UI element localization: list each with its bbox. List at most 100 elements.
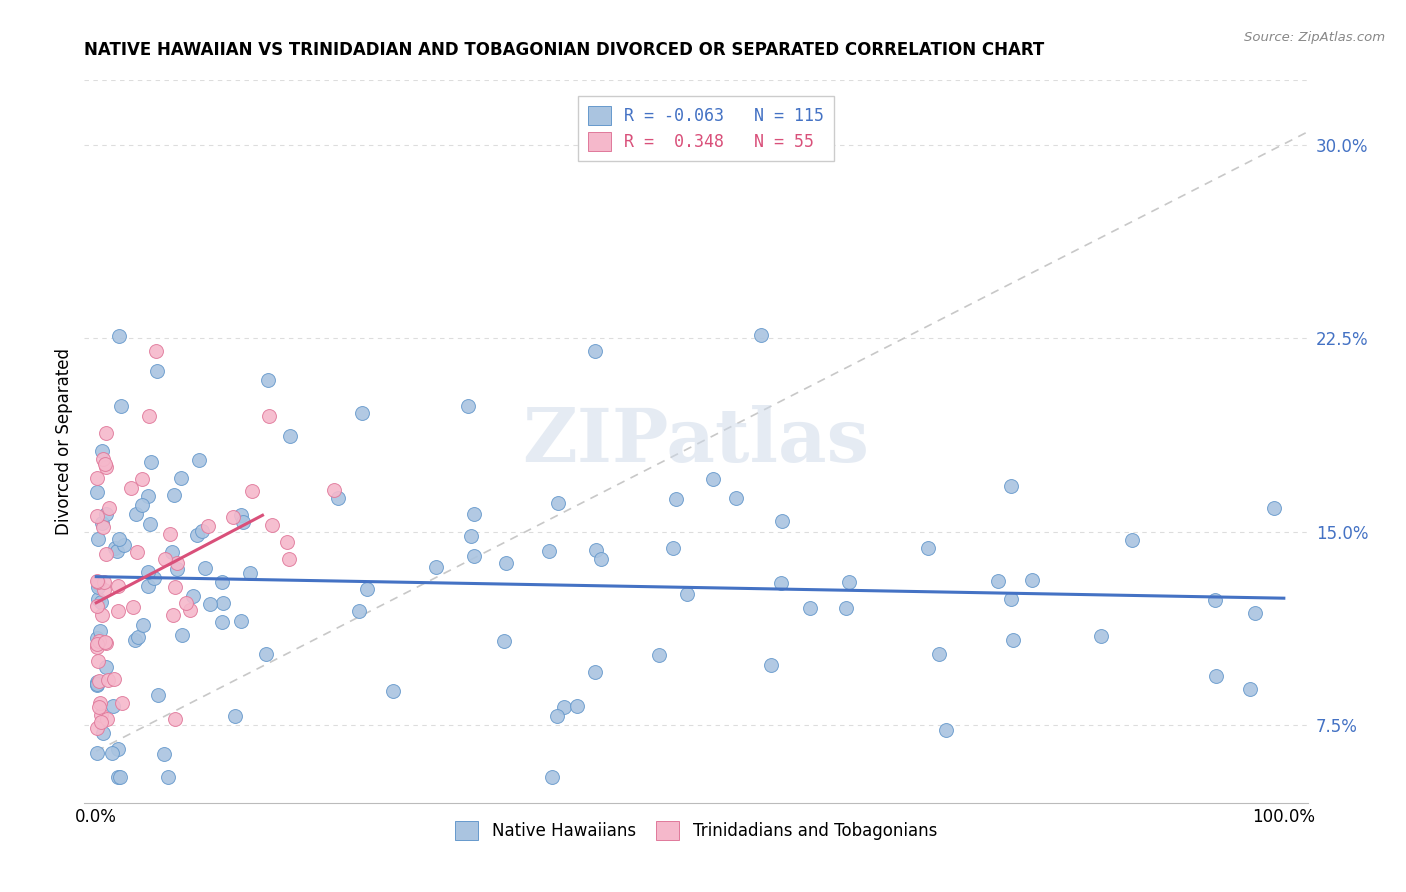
Point — [229, 508, 252, 523]
Point — [108, 329, 131, 343]
Point — [160, 545, 183, 559]
Point — [665, 492, 688, 507]
Point — [90, 595, 112, 609]
Point — [350, 406, 373, 420]
Point — [661, 541, 683, 555]
Point — [94, 426, 117, 441]
Point — [162, 608, 184, 623]
Point — [97, 673, 120, 687]
Y-axis label: Divorced or Separated: Divorced or Separated — [55, 348, 73, 535]
Point — [86, 640, 108, 654]
Point — [1244, 606, 1267, 620]
Point — [457, 399, 479, 413]
Point — [86, 721, 108, 735]
Point — [120, 481, 142, 495]
Point — [725, 491, 748, 506]
Point — [553, 700, 575, 714]
Point — [101, 746, 124, 760]
Point — [356, 582, 378, 597]
Point — [546, 708, 568, 723]
Point — [90, 708, 112, 723]
Point — [463, 507, 485, 521]
Point — [94, 636, 117, 650]
Point — [125, 545, 148, 559]
Point — [94, 660, 117, 674]
Point — [87, 654, 110, 668]
Point — [139, 516, 162, 531]
Point — [170, 471, 193, 485]
Point — [93, 583, 115, 598]
Point — [277, 552, 299, 566]
Point — [260, 517, 283, 532]
Point — [93, 451, 115, 466]
Text: Source: ZipAtlas.com: Source: ZipAtlas.com — [1244, 31, 1385, 45]
Point — [224, 709, 246, 723]
Point — [928, 647, 950, 661]
Point — [86, 509, 108, 524]
Point — [460, 529, 482, 543]
Point — [239, 566, 262, 581]
Point — [87, 581, 110, 595]
Point — [186, 528, 208, 542]
Point — [211, 615, 233, 629]
Point — [96, 712, 118, 726]
Point — [257, 409, 280, 423]
Point — [87, 634, 110, 648]
Point — [145, 364, 167, 378]
Point — [89, 624, 111, 639]
Point — [86, 632, 108, 646]
Point — [240, 483, 263, 498]
Text: NATIVE HAWAIIAN VS TRINIDADIAN AND TOBAGONIAN DIVORCED OR SEPARATED CORRELATION : NATIVE HAWAIIAN VS TRINIDADIAN AND TOBAG… — [84, 41, 1045, 59]
Point — [1000, 479, 1022, 493]
Point — [1121, 533, 1143, 547]
Point — [86, 676, 108, 690]
Point — [110, 399, 132, 413]
Point — [112, 537, 135, 551]
Point — [125, 507, 148, 521]
Point — [222, 509, 245, 524]
Text: ZIPatlas: ZIPatlas — [523, 405, 869, 478]
Point — [86, 484, 108, 499]
Point — [86, 471, 108, 485]
Point — [676, 587, 699, 601]
Point — [124, 633, 146, 648]
Point — [537, 544, 560, 558]
Point — [589, 552, 612, 566]
Point — [94, 634, 117, 648]
Point — [181, 589, 204, 603]
Point — [749, 328, 772, 343]
Point — [97, 501, 120, 516]
Point — [917, 541, 939, 555]
Point — [547, 496, 569, 510]
Point — [94, 460, 117, 475]
Point — [139, 455, 162, 469]
Point — [492, 634, 515, 648]
Point — [163, 580, 186, 594]
Point — [232, 515, 254, 529]
Point — [191, 524, 214, 539]
Point — [200, 597, 222, 611]
Point — [90, 714, 112, 729]
Point — [87, 532, 110, 546]
Point — [86, 574, 108, 589]
Point — [107, 578, 129, 592]
Point — [138, 489, 160, 503]
Point — [131, 472, 153, 486]
Point — [165, 712, 187, 726]
Legend: Native Hawaiians, Trinidadians and Tobagonians: Native Hawaiians, Trinidadians and Tobag… — [449, 814, 943, 847]
Point — [107, 770, 129, 784]
Point — [86, 675, 108, 690]
Point — [145, 344, 167, 359]
Point — [159, 526, 181, 541]
Point — [93, 519, 115, 533]
Point — [90, 444, 112, 458]
Point — [87, 699, 110, 714]
Point — [322, 483, 344, 498]
Point — [770, 576, 793, 591]
Point — [254, 648, 277, 662]
Point — [565, 698, 588, 713]
Point — [463, 549, 485, 563]
Point — [136, 579, 159, 593]
Point — [838, 575, 860, 590]
Point — [87, 578, 110, 592]
